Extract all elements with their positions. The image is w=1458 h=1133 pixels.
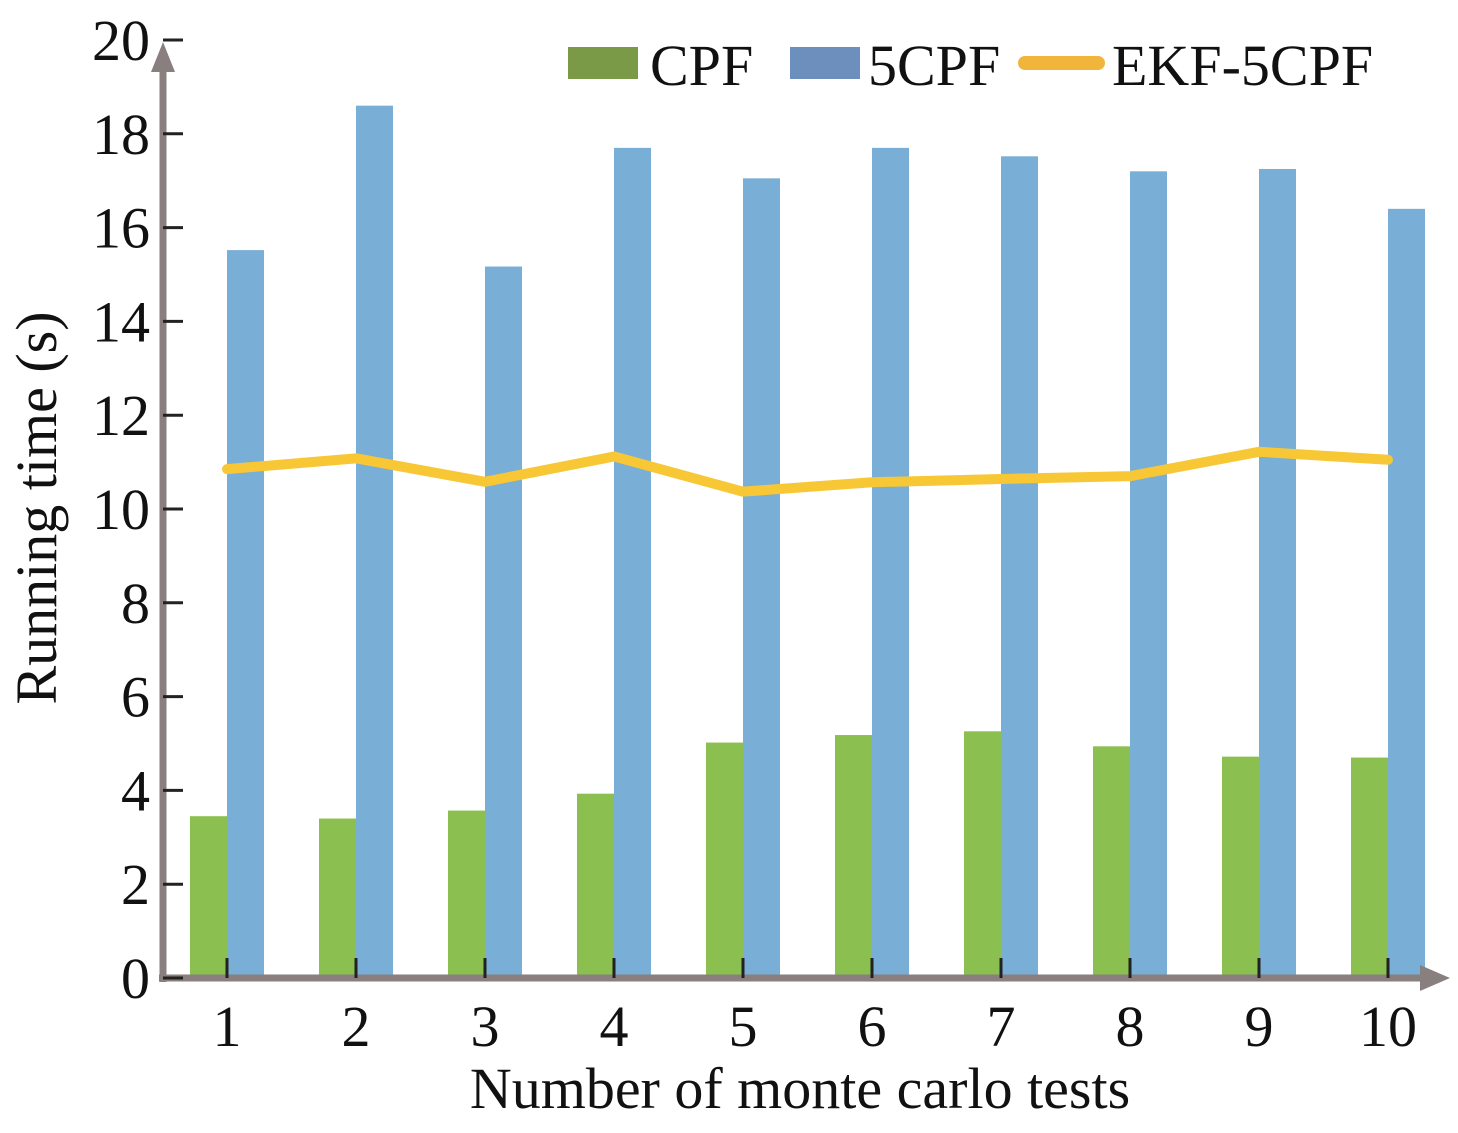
y-tick-label-12: 12 (92, 383, 150, 448)
legend-swatch-cpf (568, 47, 638, 79)
bar-cpf-9 (1222, 756, 1259, 978)
bar-cpf-10 (1351, 757, 1388, 978)
bar-5cpf-8 (1130, 171, 1167, 978)
point-ekf-5cpf-8 (1129, 475, 1131, 478)
legend-label-5cpf: 5CPF (868, 33, 1000, 98)
point-ekf-5cpf-1 (226, 468, 228, 471)
bar-cpf-5 (706, 742, 743, 978)
x-tick-label-2: 2 (342, 994, 371, 1059)
y-tick-label-0: 0 (121, 946, 150, 1011)
bar-5cpf-1 (227, 250, 264, 978)
x-axis-arrow (1420, 965, 1450, 991)
x-tick-label-7: 7 (987, 994, 1016, 1059)
line-ekf-5cpf (222, 446, 1393, 497)
bar-5cpf-6 (872, 147, 909, 978)
y-tick-label-2: 2 (121, 852, 150, 917)
bar-cpf-7 (964, 731, 1001, 978)
point-ekf-5cpf-3 (484, 480, 486, 483)
y-axis-arrow (151, 42, 175, 72)
y-tick-label-6: 6 (121, 665, 150, 730)
y-tick-label-14: 14 (92, 289, 150, 354)
point-ekf-5cpf-6 (871, 481, 873, 484)
x-tick-label-4: 4 (600, 994, 629, 1059)
y-tick-label-8: 8 (121, 571, 150, 636)
bar-cpf-6 (835, 735, 872, 978)
point-ekf-5cpf-5 (742, 490, 744, 493)
y-tick-label-4: 4 (121, 758, 150, 823)
x-tick-label-6: 6 (858, 994, 887, 1059)
legend-swatch-5cpf (790, 47, 860, 79)
bar-5cpf-10 (1388, 208, 1425, 979)
bar-5cpf-9 (1259, 168, 1296, 979)
bar-cpf-2 (319, 818, 356, 978)
x-tick-label-10: 10 (1359, 994, 1417, 1059)
bar-cpf-4 (577, 793, 614, 978)
legend-label-ekf-5cpf: EKF-5CPF (1112, 33, 1373, 98)
bar-5cpf-3 (485, 266, 522, 979)
y-tick-label-20: 20 (92, 8, 150, 73)
bar-cpf-1 (190, 816, 227, 978)
x-tick-label-9: 9 (1245, 994, 1274, 1059)
y-tick-label-18: 18 (92, 102, 150, 167)
point-ekf-5cpf-2 (355, 457, 357, 460)
axes-layer (151, 42, 1450, 991)
bar-cpf-3 (448, 810, 485, 978)
point-ekf-5cpf-9 (1258, 450, 1260, 453)
bar-5cpf-2 (356, 105, 393, 978)
legend: CPF 5CPF EKF-5CPF (568, 33, 1373, 98)
y-tick-label-10: 10 (92, 477, 150, 542)
y-ticks-layer: 0 2 4 6 8 10 12 14 16 18 20 (92, 8, 183, 1011)
x-tick-label-8: 8 (1116, 994, 1145, 1059)
bar-5cpf-7 (1001, 156, 1038, 978)
point-ekf-5cpf-4 (613, 455, 615, 458)
legend-label-cpf: CPF (650, 33, 753, 98)
x-tick-label-1: 1 (213, 994, 242, 1059)
x-tick-label-5: 5 (729, 994, 758, 1059)
line-layer (222, 446, 1393, 497)
bars-layer (190, 105, 1425, 979)
y-tick-label-16: 16 (92, 196, 150, 261)
bar-5cpf-4 (614, 147, 651, 978)
bar-cpf-8 (1093, 746, 1130, 978)
x-ticks-layer: 1 2 3 4 5 6 7 8 9 10 (213, 958, 1417, 1059)
bar-5cpf-5 (743, 178, 780, 979)
x-tick-label-3: 3 (471, 994, 500, 1059)
x-axis-title: Number of monte carlo tests (470, 1056, 1130, 1121)
point-ekf-5cpf-10 (1387, 458, 1389, 461)
y-axis-title: Running time (s) (4, 311, 69, 704)
point-ekf-5cpf-7 (1000, 477, 1002, 480)
